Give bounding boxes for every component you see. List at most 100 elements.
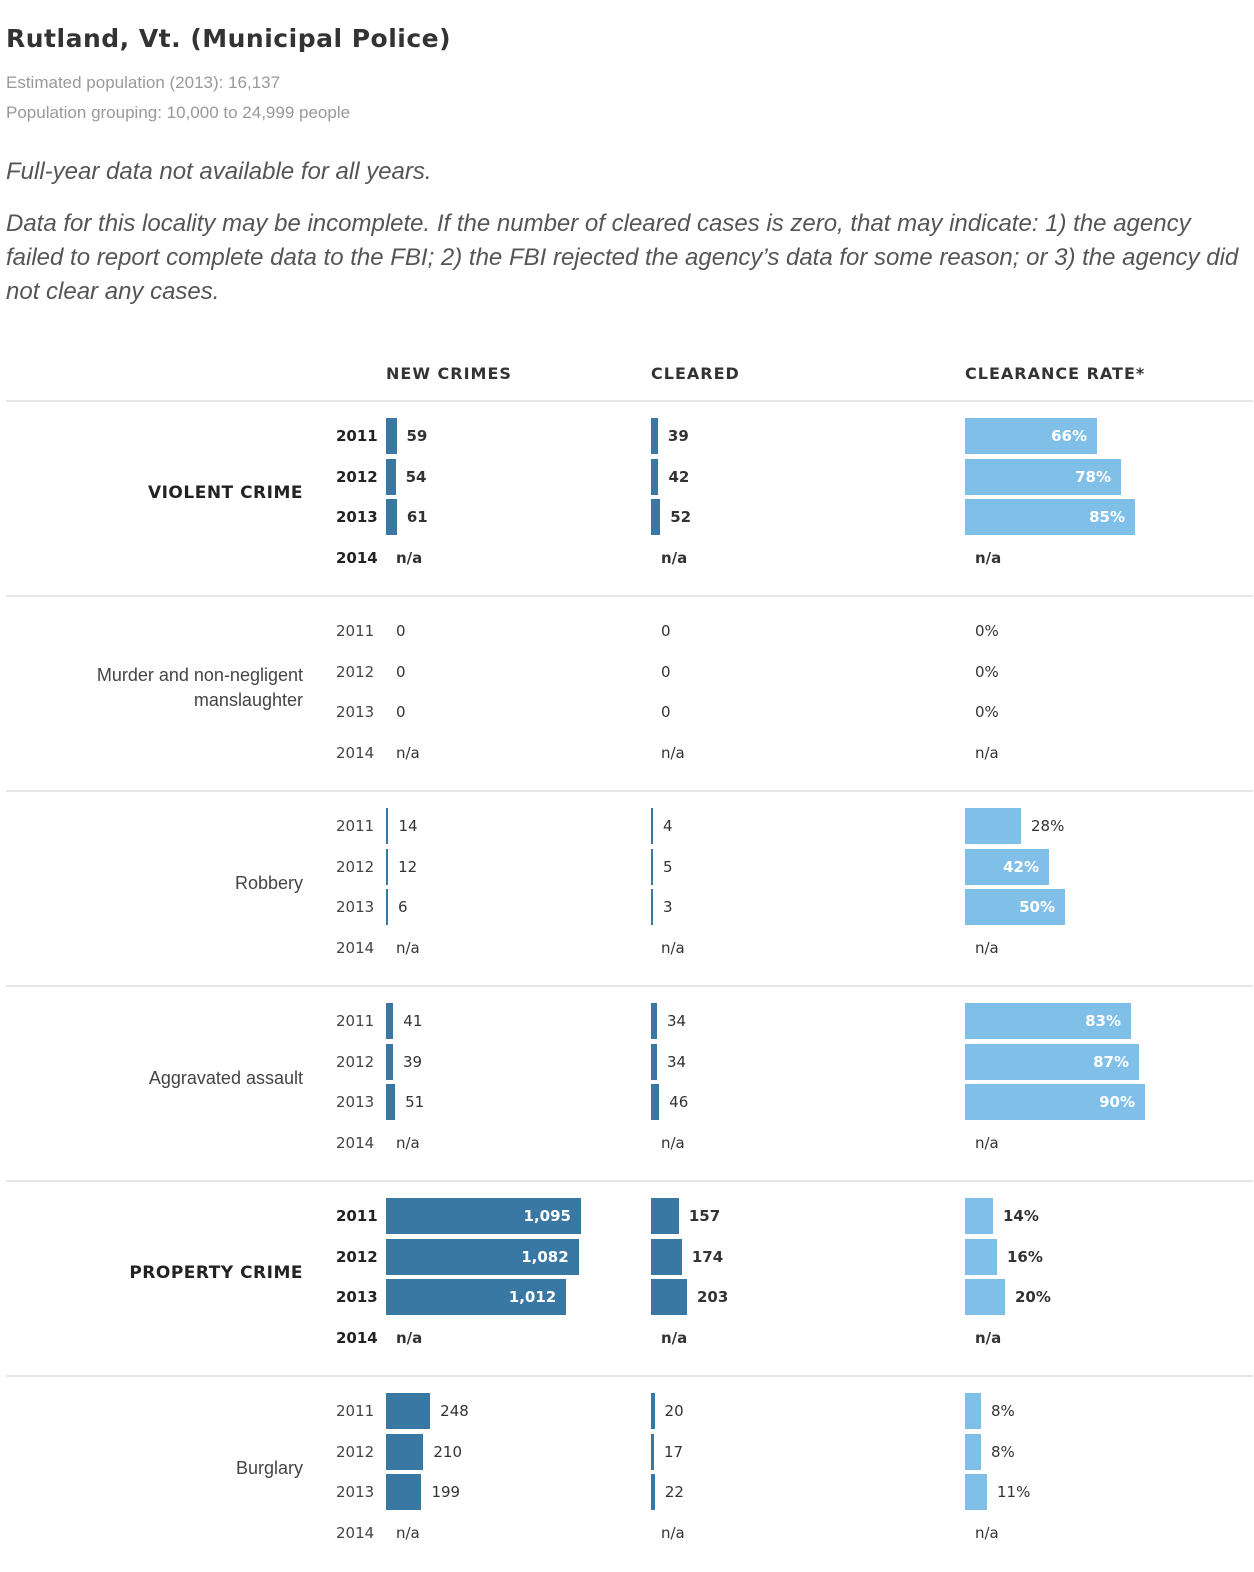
clearance-rate-header: CLEARANCE RATE* <box>965 364 1146 383</box>
cleared-bar <box>651 1393 655 1429</box>
cleared-value: 46 <box>669 1093 689 1111</box>
clearance-rate-value: 0% <box>975 622 999 640</box>
clearance-rate-value: 8% <box>991 1443 1015 1461</box>
new-crimes-header: NEW CRIMES <box>386 364 512 383</box>
cleared-bar <box>651 1003 658 1039</box>
clearance-rate-bar <box>965 808 1021 844</box>
year-label: 2013 <box>336 1093 375 1111</box>
clearance-rate-value: 90% <box>1099 1093 1135 1111</box>
year-label: 2013 <box>336 508 378 526</box>
section-divider <box>6 595 1253 597</box>
year-label: 2012 <box>336 1248 378 1266</box>
clearance-rate-bar <box>965 1044 1139 1080</box>
year-label: 2011 <box>336 1402 375 1420</box>
clearance-rate-bar <box>965 1239 997 1275</box>
new-crimes-bar <box>386 1044 393 1080</box>
year-label: 2014 <box>336 549 378 567</box>
clearance-rate-bar <box>965 1279 1005 1315</box>
cleared-bar <box>651 889 653 925</box>
cleared-bar <box>651 1084 660 1120</box>
clearance-rate-bar <box>965 1198 993 1234</box>
crime-label: PROPERTY CRIME <box>129 1262 303 1283</box>
clearance-rate-value: 14% <box>1003 1207 1039 1225</box>
cleared-bar <box>651 418 658 454</box>
section-divider <box>6 1180 1253 1182</box>
new-crimes-value: 1,082 <box>521 1248 569 1266</box>
clearance-rate-value: n/a <box>975 1329 1002 1347</box>
new-crimes-value: 199 <box>431 1483 461 1501</box>
header-divider <box>6 400 1253 402</box>
cleared-value: n/a <box>661 939 685 957</box>
crime-label: Aggravated assault <box>148 1067 303 1088</box>
cleared-value: n/a <box>661 549 688 567</box>
clearance-rate-value: 8% <box>991 1402 1015 1420</box>
new-crimes-value: 0 <box>396 663 406 681</box>
crime-section: VIOLENT CRIME 2011 59 39 66% 2012 54 42 78% 2013 6… <box>0 402 1254 597</box>
new-crimes-bar <box>386 1198 581 1234</box>
cleared-value: 20 <box>664 1402 684 1420</box>
cleared-value: 174 <box>691 1248 724 1266</box>
clearance-rate-value: n/a <box>975 1524 999 1542</box>
clearance-rate-value: n/a <box>975 1134 999 1152</box>
cleared-value: 17 <box>664 1443 684 1461</box>
year-label: 2013 <box>336 1483 375 1501</box>
cleared-value: 0 <box>661 663 671 681</box>
cleared-value: 3 <box>663 898 673 916</box>
availability-note: Full-year data not available for all yea… <box>6 158 432 185</box>
section-divider <box>6 790 1253 792</box>
year-label: 2013 <box>336 703 375 721</box>
new-crimes-value: n/a <box>396 549 423 567</box>
clearance-rate-value: 78% <box>1075 468 1111 486</box>
clearance-rate-bar <box>965 849 1049 885</box>
cleared-bar <box>651 849 653 885</box>
cleared-bar <box>651 1198 679 1234</box>
cleared-value: 203 <box>697 1288 729 1306</box>
new-crimes-value: 12 <box>398 858 418 876</box>
new-crimes-value: 1,095 <box>523 1207 571 1225</box>
new-crimes-value: n/a <box>396 1134 420 1152</box>
new-crimes-bar <box>386 1084 396 1120</box>
new-crimes-bar <box>386 418 397 454</box>
clearance-rate-bar <box>965 459 1121 495</box>
crime-label: Murder and non-negligent manslaughter <box>96 665 303 710</box>
clearance-rate-bar <box>965 889 1065 925</box>
new-crimes-value: 210 <box>433 1443 463 1461</box>
year-label: 2012 <box>336 1053 375 1071</box>
clearance-rate-bar <box>965 1393 981 1429</box>
new-crimes-value: n/a <box>396 744 420 762</box>
clearance-rate-bar <box>965 1434 981 1470</box>
year-label: 2012 <box>336 1443 375 1461</box>
year-label: 2014 <box>336 939 375 957</box>
new-crimes-value: n/a <box>396 939 420 957</box>
cleared-value: 0 <box>661 703 671 721</box>
clearance-rate-value: 66% <box>1051 427 1087 445</box>
clearance-rate-value: 42% <box>1003 858 1039 876</box>
cleared-value: 22 <box>664 1483 684 1501</box>
cleared-value: 52 <box>670 508 692 526</box>
new-crimes-value: 39 <box>402 1053 423 1071</box>
new-crimes-bar <box>386 1239 579 1275</box>
cleared-value: 34 <box>667 1053 687 1071</box>
clearance-rate-bar <box>965 418 1097 454</box>
clearance-rate-value: 16% <box>1007 1248 1043 1266</box>
cleared-bar <box>651 499 661 535</box>
new-crimes-bar <box>386 1279 567 1315</box>
cleared-value: n/a <box>661 1329 688 1347</box>
year-label: 2014 <box>336 1524 375 1542</box>
clearance-rate-value: 20% <box>1015 1288 1051 1306</box>
year-label: 2011 <box>336 622 375 640</box>
page-title: Rutland, Vt. (Municipal Police) <box>6 24 452 53</box>
year-label: 2014 <box>336 1134 375 1152</box>
new-crimes-bar <box>386 1393 431 1429</box>
new-crimes-value: 51 <box>405 1093 425 1111</box>
clearance-rate-value: 11% <box>997 1483 1031 1501</box>
crime-section: Murder and non-negligent manslaughter 201… <box>0 597 1254 792</box>
cleared-value: n/a <box>661 744 685 762</box>
new-crimes-value: 0 <box>396 622 406 640</box>
crime-label: VIOLENT CRIME <box>147 482 303 503</box>
new-crimes-bar <box>386 849 389 885</box>
new-crimes-bar <box>386 1474 422 1510</box>
new-crimes-value: n/a <box>396 1524 420 1542</box>
cleared-value: n/a <box>661 1524 685 1542</box>
crime-label: Burglary <box>235 1457 303 1478</box>
